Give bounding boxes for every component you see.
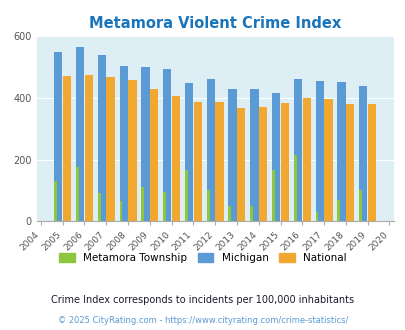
Bar — [228, 206, 231, 221]
Bar — [150, 89, 158, 221]
Bar — [215, 102, 223, 221]
Title: Metamora Violent Crime Index: Metamora Violent Crime Index — [89, 16, 341, 31]
Bar — [163, 192, 166, 221]
Bar — [206, 190, 209, 221]
Bar — [85, 76, 93, 221]
Bar — [367, 104, 375, 221]
Bar — [249, 89, 258, 221]
Bar — [293, 79, 301, 221]
Bar — [337, 82, 345, 221]
Bar — [271, 170, 274, 221]
Text: Crime Index corresponds to incidents per 100,000 inhabitants: Crime Index corresponds to incidents per… — [51, 295, 354, 305]
Bar — [315, 81, 323, 221]
Bar — [141, 67, 149, 221]
Bar — [302, 98, 310, 221]
Bar — [206, 80, 214, 221]
Bar — [324, 99, 332, 221]
Bar — [345, 104, 354, 221]
Bar — [76, 47, 84, 221]
Bar — [315, 213, 318, 221]
Bar — [54, 181, 57, 221]
Text: © 2025 CityRating.com - https://www.cityrating.com/crime-statistics/: © 2025 CityRating.com - https://www.city… — [58, 316, 347, 325]
Bar — [141, 187, 144, 221]
Bar — [119, 201, 122, 221]
Bar — [193, 102, 201, 221]
Bar — [163, 69, 171, 221]
Bar — [98, 193, 100, 221]
Bar — [184, 83, 193, 221]
Bar — [119, 66, 128, 221]
Bar — [171, 96, 180, 221]
Bar — [184, 170, 187, 221]
Bar — [106, 77, 115, 221]
Bar — [54, 52, 62, 221]
Bar — [271, 93, 279, 221]
Bar — [63, 76, 71, 221]
Bar — [76, 167, 79, 221]
Bar — [358, 190, 361, 221]
Bar — [337, 200, 339, 221]
Bar — [237, 108, 245, 221]
Bar — [293, 155, 296, 221]
Bar — [228, 89, 236, 221]
Legend: Metamora Township, Michigan, National: Metamora Township, Michigan, National — [55, 249, 350, 267]
Bar — [280, 103, 288, 221]
Bar — [249, 206, 252, 221]
Bar — [358, 86, 367, 221]
Bar — [98, 55, 106, 221]
Bar — [258, 107, 266, 221]
Bar — [128, 80, 136, 221]
